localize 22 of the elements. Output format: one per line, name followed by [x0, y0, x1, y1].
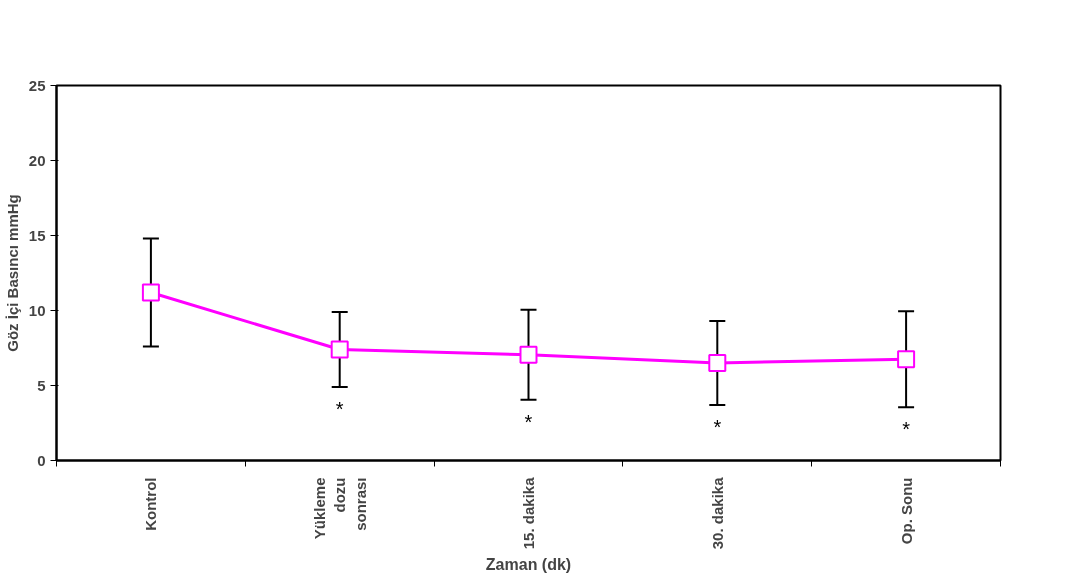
y-tick-label: 5 — [37, 376, 46, 394]
x-axis-title: Zaman (dk) — [485, 556, 572, 574]
y-tick-label: 0 — [37, 451, 46, 469]
y-tick-label: 25 — [28, 76, 46, 94]
y-tick-label: 20 — [28, 151, 46, 169]
annotation: * — [713, 416, 722, 438]
point — [708, 354, 727, 372]
y-axis-title: Göz İçi Basıncı mmHg — [3, 194, 21, 352]
point — [330, 340, 349, 359]
annotation: * — [524, 410, 533, 433]
y-tick-label: 15 — [28, 226, 46, 244]
x-tick-label: Yükleme dozu sonrası — [310, 477, 369, 540]
x-tick-label: Op. Sonu — [897, 477, 915, 545]
point — [519, 345, 538, 364]
annotation: * — [335, 398, 344, 420]
y-tick-label: 10 — [28, 301, 46, 319]
annotation: * — [902, 418, 911, 441]
point — [897, 350, 916, 369]
x-tick-label: 30. dakika — [708, 476, 726, 550]
x-tick-label: Kontrol — [142, 477, 160, 531]
x-tick-label: 15. dakika — [520, 476, 537, 550]
point — [141, 283, 160, 302]
